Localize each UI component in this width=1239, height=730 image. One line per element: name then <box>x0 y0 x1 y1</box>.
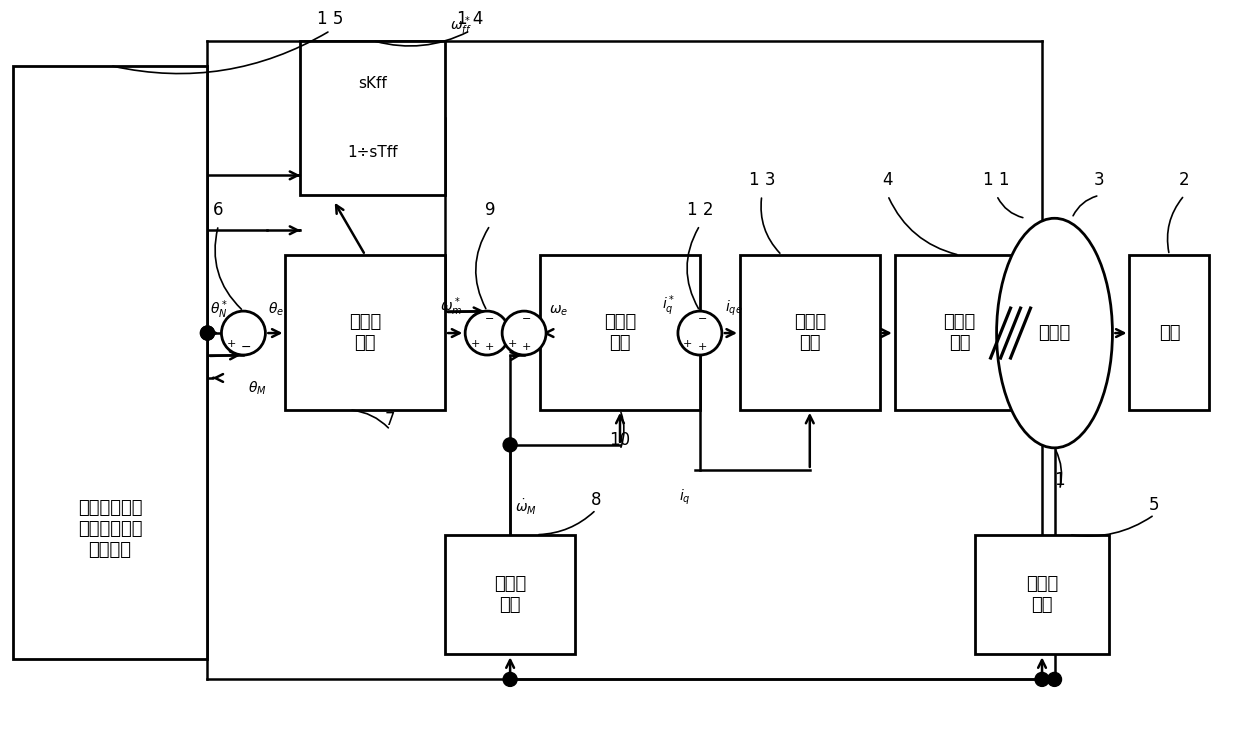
Text: $\omega_{ff}^*$: $\omega_{ff}^*$ <box>450 15 472 37</box>
Text: −: − <box>484 314 494 324</box>
Bar <box>300 41 445 196</box>
Text: 1 2: 1 2 <box>686 201 714 219</box>
Bar <box>895 255 1025 410</box>
Text: sKff: sKff <box>358 77 387 91</box>
Text: −: − <box>522 314 532 324</box>
Text: 1 1: 1 1 <box>984 172 1010 189</box>
Text: $\dot{\omega}_M$: $\dot{\omega}_M$ <box>515 498 536 517</box>
Bar <box>1130 255 1209 410</box>
Text: 位置控
制器: 位置控 制器 <box>349 313 382 352</box>
Text: +: + <box>484 342 494 353</box>
Circle shape <box>503 672 517 686</box>
Text: 速度控
制器: 速度控 制器 <box>603 313 636 352</box>
Circle shape <box>201 326 214 340</box>
Text: $\theta_M$: $\theta_M$ <box>248 380 268 397</box>
Bar <box>540 255 700 410</box>
Text: 位置检
测器: 位置检 测器 <box>1026 575 1058 614</box>
Text: +: + <box>227 339 235 349</box>
Text: −: − <box>698 314 706 324</box>
Text: 电动机: 电动机 <box>1038 324 1070 342</box>
Text: 1÷sTff: 1÷sTff <box>347 145 398 160</box>
Text: $\theta_e$: $\theta_e$ <box>269 301 285 318</box>
Text: +: + <box>698 342 706 353</box>
Text: 9: 9 <box>484 201 496 219</box>
Text: $i_{qe}$: $i_{qe}$ <box>725 299 742 318</box>
Text: 速度检
测器: 速度检 测器 <box>494 575 527 614</box>
Text: 5: 5 <box>1149 496 1160 514</box>
Text: $\omega_e$: $\omega_e$ <box>549 304 569 318</box>
Text: 3: 3 <box>1094 172 1105 189</box>
Text: $i_q$: $i_q$ <box>679 488 691 507</box>
Text: 10: 10 <box>610 431 631 449</box>
Text: 7: 7 <box>385 411 395 429</box>
Circle shape <box>678 311 722 355</box>
Text: +: + <box>471 339 479 349</box>
Bar <box>445 534 575 655</box>
Text: $i_q^*$: $i_q^*$ <box>662 293 675 318</box>
Text: +: + <box>522 342 532 353</box>
Ellipse shape <box>996 218 1113 447</box>
Text: 1 5: 1 5 <box>317 9 343 28</box>
Circle shape <box>502 311 546 355</box>
Circle shape <box>201 326 214 340</box>
Text: 1: 1 <box>1054 471 1064 489</box>
Circle shape <box>222 311 265 355</box>
Text: +: + <box>683 339 693 349</box>
Bar <box>285 255 445 410</box>
Text: 电流控
制器: 电流控 制器 <box>794 313 826 352</box>
Text: 电力转
换器: 电力转 换器 <box>943 313 976 352</box>
Text: 2: 2 <box>1180 172 1189 189</box>
Circle shape <box>1047 672 1062 686</box>
Text: 4: 4 <box>882 172 893 189</box>
Circle shape <box>1035 672 1049 686</box>
Text: 1 4: 1 4 <box>457 9 483 28</box>
Text: $\theta_N^*$: $\theta_N^*$ <box>211 299 228 321</box>
Text: −: − <box>240 341 250 354</box>
Circle shape <box>465 311 509 355</box>
Text: 负载: 负载 <box>1158 323 1180 342</box>
Bar <box>740 255 880 410</box>
Text: $\omega_m^*$: $\omega_m^*$ <box>440 296 462 318</box>
Text: 6: 6 <box>213 201 224 219</box>
Bar <box>12 66 207 659</box>
Bar <box>975 534 1109 655</box>
Text: 1 3: 1 3 <box>748 172 776 189</box>
Text: +: + <box>507 339 517 349</box>
Text: 反馈控制和位
置前馈控制参
数调谐部: 反馈控制和位 置前馈控制参 数调谐部 <box>78 499 142 558</box>
Text: 8: 8 <box>591 491 601 509</box>
Circle shape <box>503 438 517 452</box>
